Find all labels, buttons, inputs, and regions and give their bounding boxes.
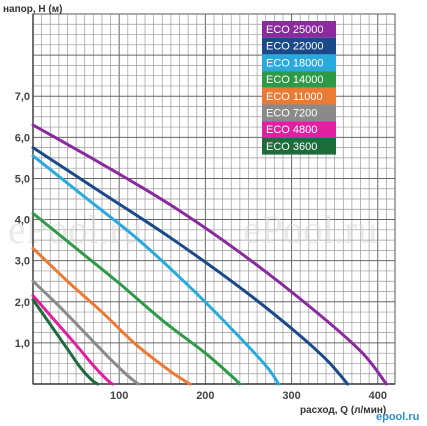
legend-entry: ECO 11000 [266,91,323,103]
legend-swatch [262,137,336,155]
legend-swatch [262,104,336,122]
watermark-right: ePool.ru [243,207,377,252]
watermark-left: ePool.ru [8,207,142,252]
legend-entry: ECO 22000 [266,41,323,53]
y-tick-label: 7,0 [15,91,30,103]
series-line-eco-7200 [31,279,140,386]
series-curves [31,123,388,386]
legend-entry: ECO 3600 [266,141,317,153]
legend-swatch [262,54,336,72]
legend-swatch [262,121,336,138]
series-line-eco-4800 [31,294,114,386]
series-line-eco-25000 [31,123,388,386]
chart-legend: ECO 25000 ECO 22000 ECO 18000 ECO 14000 ECO … [262,21,336,155]
y-tick-label: 3,0 [15,256,30,268]
legend-entry: ECO 25000 [266,24,323,36]
legend-swatch [262,71,336,88]
brand-logo: epool.ru [376,411,419,423]
y-tick-label: 5,0 [15,173,30,185]
series-line-eco-22000 [31,146,350,386]
legend-entry: ECO 18000 [266,57,323,69]
y-tick-label: 1,0 [15,338,30,350]
watermark-layer: ePool.ru ePool.ru [8,207,377,252]
y-tick-label: 2,0 [15,297,30,309]
legend-swatch [262,37,336,55]
legend-swatch [262,87,336,105]
chart-axes: 100 200 300 400 1,0 2,0 3,0 4,0 5,0 6,0 7,0 [15,14,395,402]
series-line-eco-11000 [31,246,192,386]
y-tick-label: 4,0 [15,215,30,227]
legend-entry: ECO 7200 [266,108,317,120]
x-tick-label: 100 [110,390,128,402]
series-line-eco-14000 [31,211,242,386]
legend-entry: ECO 14000 [266,74,323,86]
x-tick-label: 300 [282,390,300,402]
series-line-eco-3600 [31,298,100,386]
y-axis-label: напор, Н (м) [3,4,62,15]
x-axis-label: расход, Q (л/мин) [300,405,386,416]
legend-entry: ECO 4800 [266,124,317,136]
y-tick-label: 6,0 [15,132,30,144]
x-tick-label: 400 [369,390,387,402]
x-tick-label: 200 [196,390,214,402]
series-line-eco-18000 [31,154,281,386]
legend-swatch [262,21,336,38]
